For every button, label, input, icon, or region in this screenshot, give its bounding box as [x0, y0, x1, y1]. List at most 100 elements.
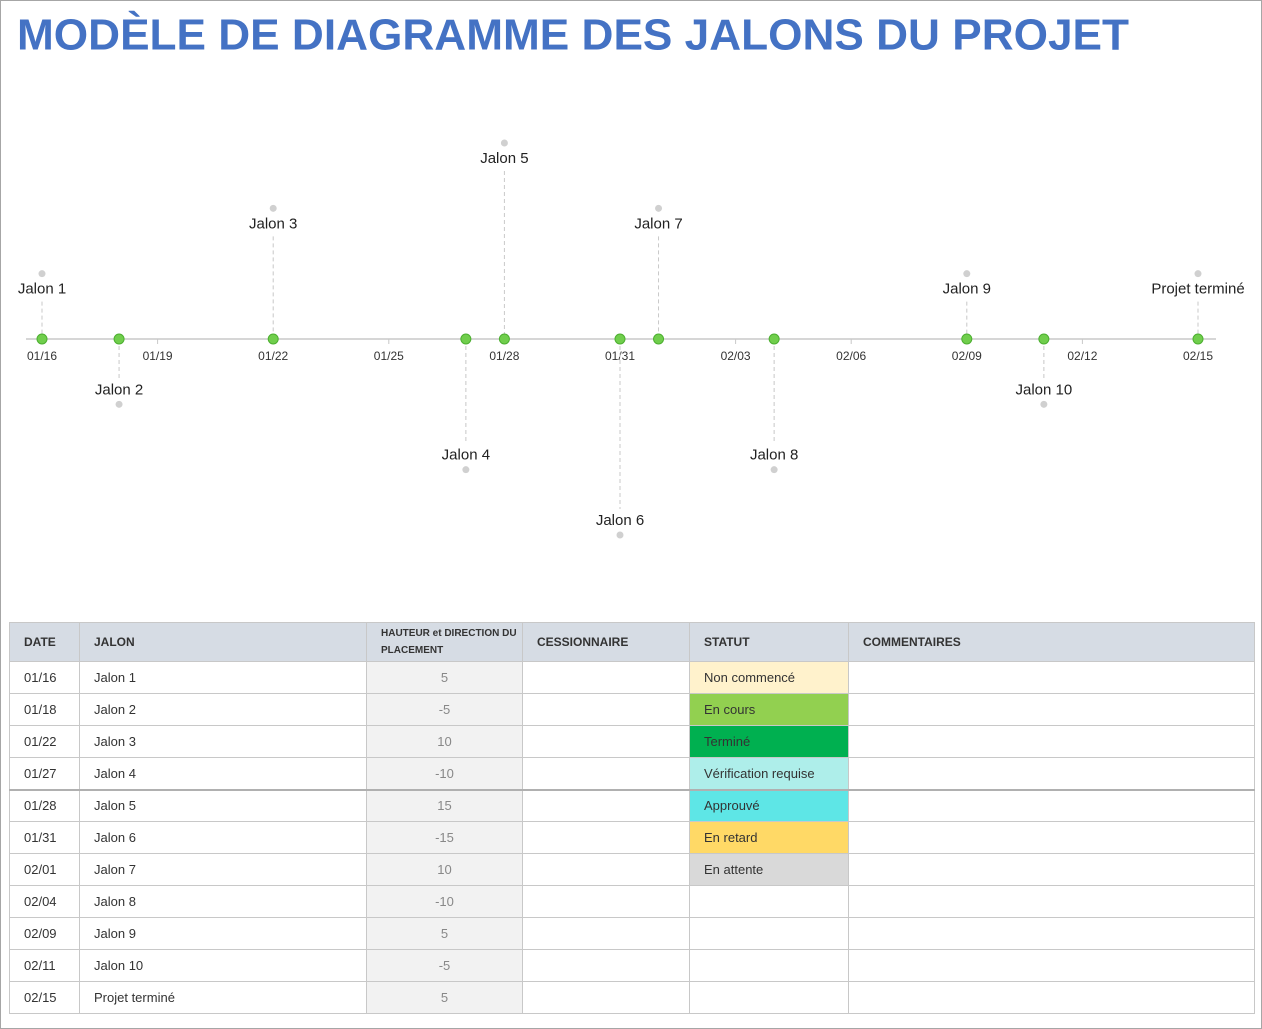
x-tick-label: 02/03	[721, 349, 751, 363]
jalon-cell: Jalon 2	[79, 693, 367, 726]
empty-cell	[522, 725, 690, 758]
milestone-label: Jalon 10	[1016, 381, 1073, 398]
empty-cell	[689, 885, 849, 918]
milestone-label: Jalon 7	[634, 215, 682, 232]
milestone-point	[768, 333, 780, 345]
date-cell: 02/04	[9, 885, 80, 918]
table-row: 01/22 Jalon 3 10 Terminé	[9, 725, 1255, 758]
x-tick-label: 01/28	[489, 349, 519, 363]
empty-cell	[689, 917, 849, 950]
hauteur-cell: -15	[366, 821, 523, 854]
x-tick-label: 01/19	[143, 349, 173, 363]
empty-cell	[522, 949, 690, 982]
date-cell: 01/16	[9, 661, 80, 694]
empty-cell	[848, 885, 1255, 918]
column-header: CESSIONNAIRE	[522, 622, 690, 662]
column-header: HAUTEUR et DIRECTION DU PLACEMENT	[366, 622, 523, 662]
milestone-end	[1040, 400, 1048, 408]
table-row: 01/31 Jalon 6 -15 En retard	[9, 821, 1255, 854]
hauteur-cell: -10	[366, 885, 523, 918]
table-row: 01/27 Jalon 4 -10 Vérification requise	[9, 757, 1255, 791]
empty-cell	[848, 949, 1255, 982]
milestone-point	[1038, 333, 1050, 345]
milestone-label: Jalon 1	[18, 281, 66, 298]
jalon-cell: Jalon 8	[79, 885, 367, 918]
date-cell: 02/09	[9, 917, 80, 950]
date-cell: 01/27	[9, 757, 80, 791]
status-cell: Approuvé	[689, 789, 849, 822]
milestone-label: Jalon 9	[943, 281, 991, 298]
empty-cell	[848, 853, 1255, 886]
jalon-cell: Jalon 3	[79, 725, 367, 758]
status-cell: En attente	[689, 853, 849, 886]
milestone-point	[113, 333, 125, 345]
hauteur-cell: 15	[366, 789, 523, 822]
jalon-cell: Jalon 10	[79, 949, 367, 982]
column-header: DATE	[9, 622, 80, 662]
empty-cell	[689, 981, 849, 1014]
milestone-end	[1194, 270, 1202, 278]
status-cell: Terminé	[689, 725, 849, 758]
empty-cell	[848, 757, 1255, 791]
x-tick-label: 02/09	[952, 349, 982, 363]
jalon-cell: Jalon 6	[79, 821, 367, 854]
jalon-cell: Jalon 1	[79, 661, 367, 694]
column-header: COMMENTAIRES	[848, 622, 1255, 662]
empty-cell	[522, 757, 690, 791]
milestone-label: Projet terminé	[1151, 281, 1244, 298]
empty-cell	[848, 789, 1255, 822]
x-tick-label: 02/12	[1067, 349, 1097, 363]
table-row: 02/01 Jalon 7 10 En attente	[9, 853, 1255, 886]
status-cell: En cours	[689, 693, 849, 726]
empty-cell	[848, 725, 1255, 758]
milestone-label: Jalon 6	[596, 512, 644, 529]
empty-cell	[522, 661, 690, 694]
x-tick-label: 02/15	[1183, 349, 1213, 363]
date-cell: 02/01	[9, 853, 80, 886]
status-cell: Vérification requise	[689, 757, 849, 791]
x-tick-label: 01/25	[374, 349, 404, 363]
header-row: DATE JALON HAUTEUR et DIRECTION DU PLACEME…	[9, 622, 1255, 662]
milestone-point	[267, 333, 279, 345]
milestone-end	[115, 400, 123, 408]
table-row: 02/04 Jalon 8 -10	[9, 885, 1255, 918]
jalon-cell: Jalon 5	[79, 789, 367, 822]
empty-cell	[689, 949, 849, 982]
table-row: 02/11 Jalon 10 -5	[9, 949, 1255, 982]
empty-cell	[848, 693, 1255, 726]
milestone-point	[961, 333, 973, 345]
date-cell: 01/18	[9, 693, 80, 726]
date-cell: 01/22	[9, 725, 80, 758]
empty-cell	[522, 821, 690, 854]
jalon-cell: Jalon 9	[79, 917, 367, 950]
empty-cell	[848, 917, 1255, 950]
x-tick-label: 01/16	[27, 349, 57, 363]
date-cell: 01/28	[9, 789, 80, 822]
hauteur-cell: 10	[366, 853, 523, 886]
milestone-point	[614, 333, 626, 345]
milestone-end	[616, 531, 624, 539]
milestone-end	[38, 270, 46, 278]
hauteur-cell: -5	[366, 693, 523, 726]
hauteur-cell: 5	[366, 661, 523, 694]
milestone-end	[462, 466, 470, 474]
table-row: 01/18 Jalon 2 -5 En cours	[9, 693, 1255, 726]
page-title: MODÈLE DE DIAGRAMME DES JALONS DU PROJET	[17, 10, 1129, 60]
milestone-label: Jalon 4	[442, 447, 490, 464]
milestone-point	[498, 333, 510, 345]
empty-cell	[522, 853, 690, 886]
table-row: 01/28 Jalon 5 15 Approuvé	[9, 789, 1255, 822]
date-cell: 01/31	[9, 821, 80, 854]
milestone-end	[963, 270, 971, 278]
milestone-label: Jalon 5	[480, 150, 528, 167]
empty-cell	[522, 885, 690, 918]
jalon-cell: Jalon 4	[79, 757, 367, 791]
status-cell: Non commencé	[689, 661, 849, 694]
milestone-point	[460, 333, 472, 345]
chart: MODÈLE DE DIAGRAMME DES JALONS DU PROJET…	[17, 10, 1245, 539]
date-cell: 02/11	[9, 949, 80, 982]
milestone-point	[1192, 333, 1204, 345]
empty-cell	[848, 661, 1255, 694]
empty-cell	[848, 821, 1255, 854]
